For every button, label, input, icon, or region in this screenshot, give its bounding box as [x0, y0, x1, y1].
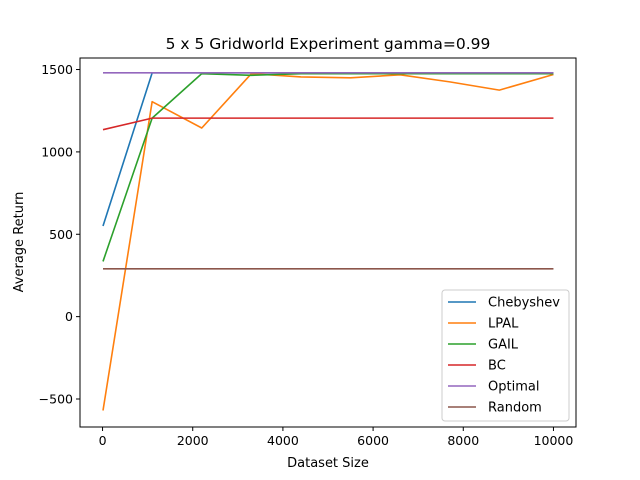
x-tick-label: 2000: [177, 433, 209, 448]
x-tick-label: 6000: [357, 433, 389, 448]
legend-label-random: Random: [488, 401, 542, 416]
y-axis: −500 0 500 1000 1500: [39, 62, 80, 406]
y-tick-label: −500: [39, 391, 73, 406]
legend-label-bc: BC: [488, 359, 506, 374]
series-line-lpal: [102, 72, 554, 411]
y-tick-label: 1500: [41, 62, 73, 77]
y-tick-label: 500: [49, 227, 73, 242]
x-tick-label: 4000: [267, 433, 299, 448]
x-axis-label: Dataset Size: [287, 456, 369, 471]
x-tick-label: 10000: [534, 433, 574, 448]
legend-label-optimal: Optimal: [488, 380, 539, 395]
x-tick-label: 0: [99, 433, 107, 448]
y-tick-label: 0: [65, 309, 73, 324]
x-axis: 0 2000 4000 6000 8000 10000: [99, 427, 574, 448]
legend: Chebyshev LPAL GAIL BC Optimal Random: [441, 289, 570, 422]
legend-label-lpal: LPAL: [488, 317, 519, 332]
legend-label-chebyshev: Chebyshev: [488, 296, 560, 311]
series-layer: [102, 72, 554, 411]
x-tick-label: 8000: [447, 433, 479, 448]
chart-title: 5 x 5 Gridworld Experiment gamma=0.99: [166, 35, 491, 53]
plot-frame: [79, 57, 577, 428]
legend-label-gail: GAIL: [488, 338, 519, 353]
y-tick-label: 1000: [41, 144, 73, 159]
series-line-gail: [102, 72, 554, 262]
y-axis-label: Average Return: [12, 192, 27, 293]
series-line-bc: [102, 117, 554, 131]
